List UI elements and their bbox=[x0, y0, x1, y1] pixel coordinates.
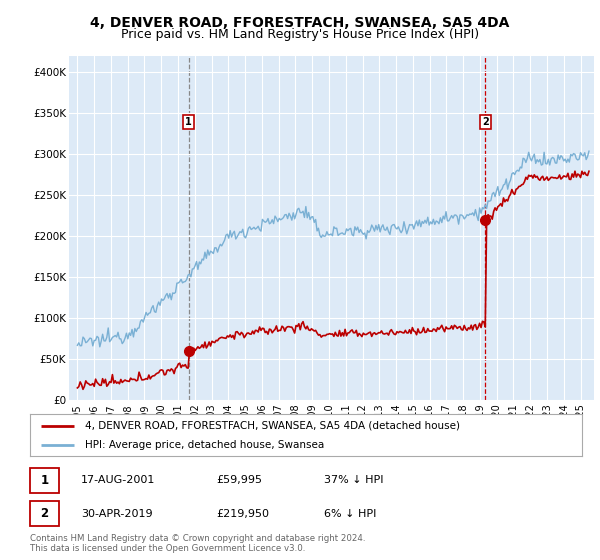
Text: 6% ↓ HPI: 6% ↓ HPI bbox=[324, 509, 376, 519]
Text: HPI: Average price, detached house, Swansea: HPI: Average price, detached house, Swan… bbox=[85, 440, 325, 450]
Text: 30-APR-2019: 30-APR-2019 bbox=[81, 509, 152, 519]
Text: £219,950: £219,950 bbox=[216, 509, 269, 519]
Text: 2: 2 bbox=[482, 116, 489, 127]
Text: 17-AUG-2001: 17-AUG-2001 bbox=[81, 475, 155, 485]
Text: 4, DENVER ROAD, FFORESTFACH, SWANSEA, SA5 4DA: 4, DENVER ROAD, FFORESTFACH, SWANSEA, SA… bbox=[91, 16, 509, 30]
Text: 4, DENVER ROAD, FFORESTFACH, SWANSEA, SA5 4DA (detached house): 4, DENVER ROAD, FFORESTFACH, SWANSEA, SA… bbox=[85, 421, 460, 431]
Text: Contains HM Land Registry data © Crown copyright and database right 2024.
This d: Contains HM Land Registry data © Crown c… bbox=[30, 534, 365, 553]
Text: £59,995: £59,995 bbox=[216, 475, 262, 485]
Text: 1: 1 bbox=[40, 474, 49, 487]
Text: 1: 1 bbox=[185, 116, 192, 127]
Text: Price paid vs. HM Land Registry's House Price Index (HPI): Price paid vs. HM Land Registry's House … bbox=[121, 28, 479, 41]
Text: 37% ↓ HPI: 37% ↓ HPI bbox=[324, 475, 383, 485]
Text: 2: 2 bbox=[40, 507, 49, 520]
